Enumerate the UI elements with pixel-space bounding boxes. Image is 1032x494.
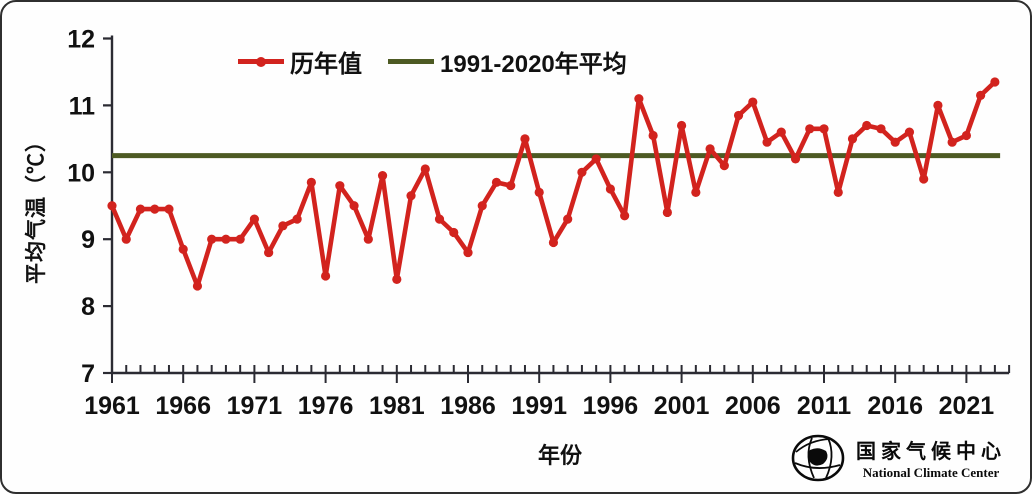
data-point: [705, 144, 715, 154]
x-tick-label: 2011: [797, 392, 851, 420]
annual-series-marker-icon: [256, 56, 266, 67]
data-point: [491, 177, 502, 187]
data-point: [847, 134, 858, 144]
data-point: [947, 137, 957, 147]
data-point: [192, 281, 203, 291]
data-point: [919, 174, 929, 184]
x-tick-label: 2021: [939, 392, 995, 420]
data-point: [790, 154, 801, 164]
data-point: [363, 234, 373, 244]
data-point: [890, 137, 900, 147]
data-point: [335, 181, 345, 191]
data-point: [961, 130, 972, 141]
data-point: [634, 94, 644, 104]
data-point: [178, 244, 188, 254]
data-point: [520, 134, 530, 144]
x-tick-label: 1971: [227, 392, 283, 420]
x-tick-label: 1986: [440, 392, 496, 420]
logo-text-en: National Climate Center: [862, 465, 1000, 480]
chart-canvas: 7 8 9 10 11 12 1961 1966 1971 1976 1981 1986 1991 199…: [67, 26, 1011, 420]
national-climate-center-logo: 国家气候中心 National Climate Center: [790, 432, 1006, 484]
data-point: [164, 204, 174, 214]
data-point: [463, 247, 473, 258]
x-tick-label: 1991: [511, 392, 567, 420]
y-tick-label: 7: [81, 360, 95, 388]
data-point: [933, 100, 943, 110]
data-point: [762, 137, 772, 147]
data-point: [648, 130, 658, 141]
data-point: [605, 184, 616, 194]
globe-logo-icon: [791, 434, 845, 482]
y-tick-label: 12: [67, 26, 95, 54]
x-axis-label: 年份: [537, 443, 582, 468]
annual-series-line: [109, 79, 998, 289]
data-point: [121, 234, 131, 244]
data-point: [221, 234, 231, 244]
data-point: [691, 187, 701, 197]
data-point: [477, 201, 487, 211]
data-point: [377, 171, 388, 181]
data-point: [135, 204, 146, 214]
data-point: [449, 227, 459, 238]
data-point: [349, 201, 359, 211]
data-point: [292, 214, 302, 224]
x-tick-label: 1966: [155, 392, 211, 420]
legend-item-annual: 历年值: [238, 44, 362, 79]
data-point: [733, 110, 744, 121]
average-line-swatch-icon: [388, 59, 434, 64]
data-point: [107, 201, 117, 211]
data-point: [833, 187, 843, 197]
x-tick-label: 1981: [369, 392, 425, 420]
data-point: [876, 124, 886, 134]
data-point: [591, 154, 601, 164]
data-point: [534, 187, 544, 197]
data-point: [862, 120, 872, 131]
data-point: [207, 234, 217, 244]
data-point: [904, 127, 915, 137]
legend-label-average: 1991-2020年平均: [440, 51, 627, 78]
y-tick-label: 11: [69, 92, 96, 120]
data-point: [748, 97, 758, 107]
data-point: [662, 207, 672, 218]
x-tick-label: 2006: [725, 392, 781, 420]
x-tick-label: 1961: [84, 392, 140, 420]
data-point: [235, 234, 245, 244]
data-point: [406, 191, 416, 201]
data-point: [805, 124, 815, 134]
data-point: [420, 164, 430, 174]
legend-item-average: 1991-2020年平均: [388, 44, 627, 79]
x-tick-label: 1996: [583, 392, 639, 420]
data-point: [776, 127, 786, 137]
data-point: [577, 167, 587, 177]
data-point: [563, 214, 573, 224]
data-point: [819, 124, 829, 134]
data-point: [620, 211, 630, 221]
data-point: [306, 177, 316, 187]
data-point: [548, 237, 559, 248]
x-tick-label: 1976: [298, 392, 354, 420]
data-point: [264, 247, 274, 258]
logo-text-cn: 国家气候中心: [856, 441, 1006, 463]
data-point: [150, 204, 160, 214]
data-point: [719, 161, 729, 171]
data-point: [677, 120, 687, 131]
legend: 历年值 1991-2020年平均: [238, 44, 627, 79]
legend-label-annual: 历年值: [290, 51, 362, 78]
data-point: [249, 214, 259, 224]
data-point: [976, 90, 986, 100]
data-point: [990, 77, 1000, 87]
data-point: [278, 221, 288, 231]
data-point: [506, 181, 516, 191]
y-tick-label: 8: [81, 293, 95, 321]
x-tick-label: 2001: [654, 392, 710, 420]
data-point: [392, 274, 402, 284]
y-tick-label: 10: [67, 159, 95, 187]
y-tick-label: 9: [81, 226, 95, 254]
data-point: [434, 214, 445, 224]
annual-series-swatch-icon: [238, 56, 284, 67]
x-tick-label: 2016: [867, 392, 923, 420]
data-point: [321, 271, 331, 281]
